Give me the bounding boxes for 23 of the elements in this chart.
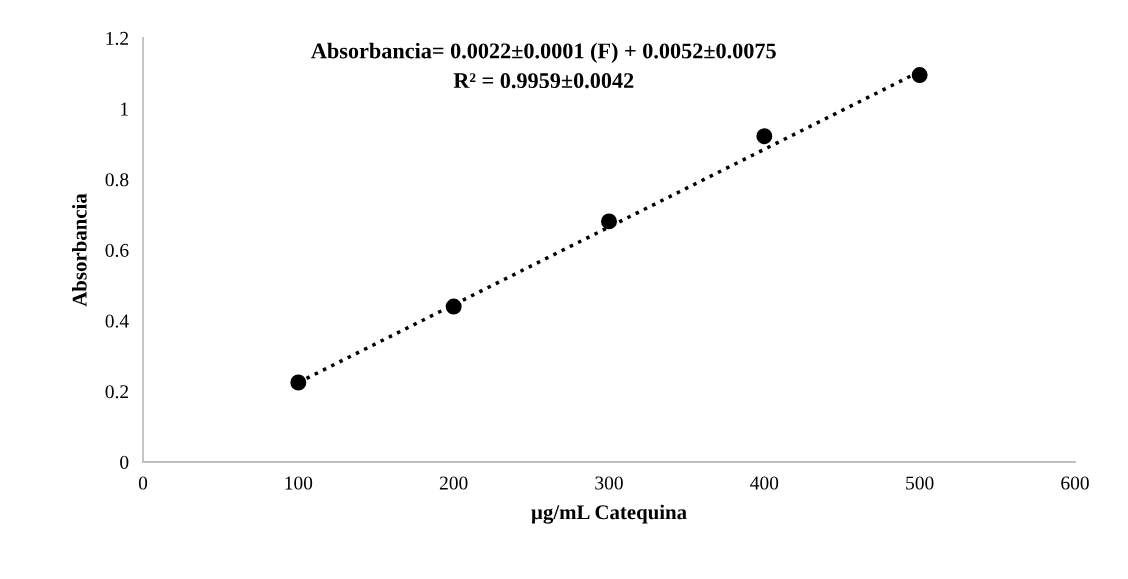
y-tick-label: 0	[120, 455, 129, 469]
point	[756, 128, 773, 145]
y-tick-label: 0.4	[105, 314, 129, 328]
y-tick-label: 1	[121, 102, 128, 116]
x-tick-label: 200	[439, 476, 468, 490]
y-tick-label: 0.6	[105, 243, 129, 258]
point	[290, 374, 307, 391]
x-tick-label: 0	[138, 476, 148, 490]
y-axis-title: Absorbancia	[72, 193, 87, 307]
y-tick-label: 0.2	[105, 385, 129, 399]
point	[911, 67, 928, 84]
point	[445, 298, 462, 315]
x-tick-label: 600	[1061, 476, 1089, 490]
x-tick-label: 500	[906, 476, 934, 490]
y-tick-label: 0.8	[105, 173, 129, 187]
annotation: R² = 0.9959±0.0042	[453, 73, 634, 89]
x-tick-label: 300	[595, 476, 623, 490]
x-tick-label: 100	[285, 476, 313, 490]
y-tick-label: 1.2	[106, 31, 129, 46]
annotation: Absorbancia= 0.0022±0.0001 (F) + 0.0052±0.0075	[311, 42, 776, 63]
x-tick-label: 400	[750, 476, 779, 490]
x-axis-title: µg/mL Catequina	[531, 504, 687, 524]
point	[601, 213, 617, 230]
